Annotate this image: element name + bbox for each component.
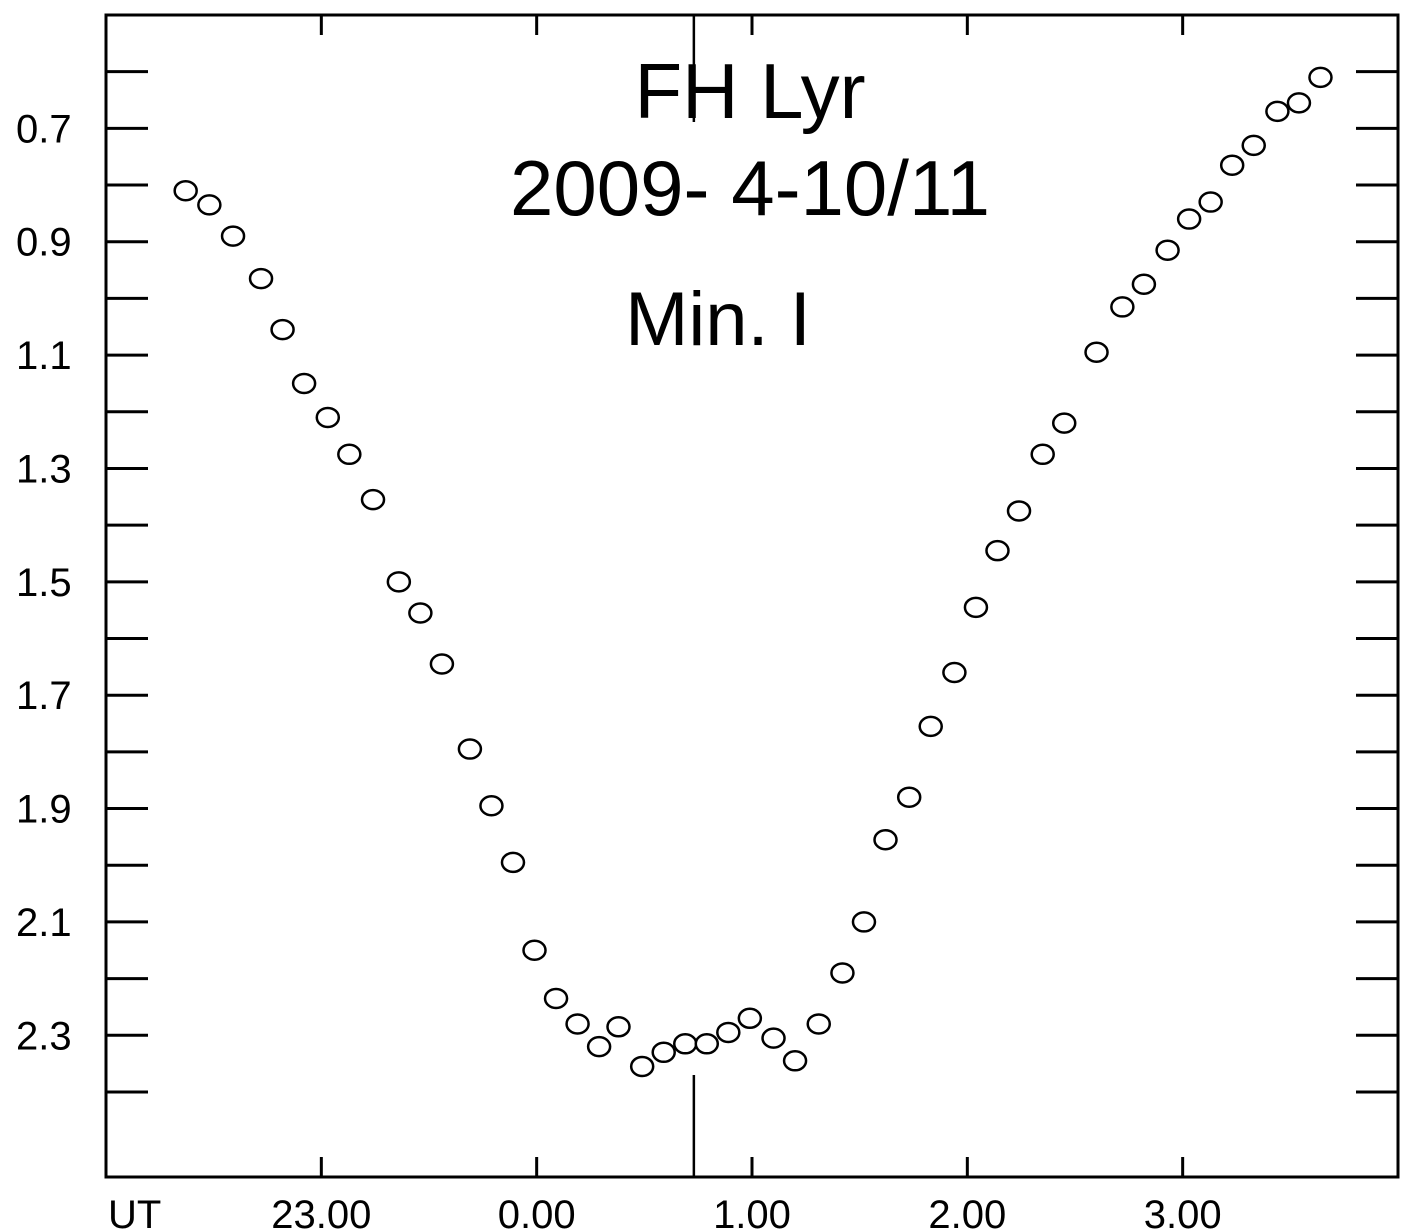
data-point [1030,443,1055,466]
data-point [918,715,943,738]
x-tick-label: 23.00 [271,1193,371,1232]
data-point [963,596,989,619]
data-point [806,1013,832,1035]
data-point [1110,296,1135,318]
data-point [1198,191,1223,213]
data-point [694,1033,720,1055]
data-point [985,539,1010,562]
data-point [360,488,386,511]
y-tick-label: 0.7 [16,107,72,151]
data-point [629,1055,655,1078]
data-point [522,939,547,962]
x-tick-label: 3.00 [1144,1193,1222,1232]
y-tick-label: 1.9 [16,788,72,832]
data-point [737,1007,763,1030]
data-point [479,794,504,817]
data-points [173,66,1333,1078]
data-point [830,962,855,984]
data-point [1006,500,1032,522]
y-tick-label: 1.5 [16,561,72,605]
data-point [851,911,877,933]
data-point [337,443,362,466]
data-point [173,179,198,202]
data-point [543,987,569,1010]
y-tick-label: 0.9 [16,221,72,265]
data-point [586,1035,612,1058]
chart-subtitle: 2009- 4-10/11 [510,144,990,232]
y-tick-label: 1.3 [16,447,72,491]
data-point [651,1041,676,1064]
y-tick-label: 1.1 [16,334,72,378]
data-point [1265,100,1290,123]
data-point [782,1050,808,1072]
data-point [248,267,274,290]
data-point [408,602,433,624]
y-tick-label: 2.1 [16,901,72,945]
data-point [291,372,317,395]
data-point [270,318,295,341]
tick-marks [106,15,1398,1177]
data-point [1176,208,1202,230]
data-point [761,1027,786,1049]
data-point [197,194,222,216]
data-point [1219,154,1245,176]
data-point [1155,239,1180,261]
y-tick-label: 1.7 [16,674,72,718]
data-point [672,1033,698,1055]
x-tick-labels: 23.00 0.00 1.00 2.00 3.00 [271,1193,1221,1232]
data-point [1286,92,1312,114]
y-tick-label: 2.3 [16,1014,72,1058]
data-point [716,1021,741,1044]
data-point [1241,134,1266,157]
x-tick-label: 0.00 [498,1193,576,1232]
data-point [1084,341,1109,364]
data-point [873,828,898,851]
data-point [386,571,412,593]
chart-annotation: Min. I [625,277,811,362]
data-point [429,653,455,675]
data-point [1131,273,1157,295]
data-point [220,225,246,247]
chart-title: FH Lyr [634,47,865,135]
data-point [500,851,526,874]
data-point [896,786,922,808]
data-point [1051,412,1077,434]
data-point [606,1016,631,1038]
x-tick-label: 1.00 [713,1193,791,1232]
y-tick-labels: 0.7 0.9 1.1 1.3 1.5 1.7 1.9 2.1 2.3 [16,107,72,1058]
data-point [457,738,483,760]
data-point [942,661,967,684]
data-point [315,406,341,429]
data-point [565,1013,590,1035]
data-point [1308,66,1333,89]
x-axis-label: UT [108,1193,161,1232]
x-tick-label: 2.00 [928,1193,1006,1232]
